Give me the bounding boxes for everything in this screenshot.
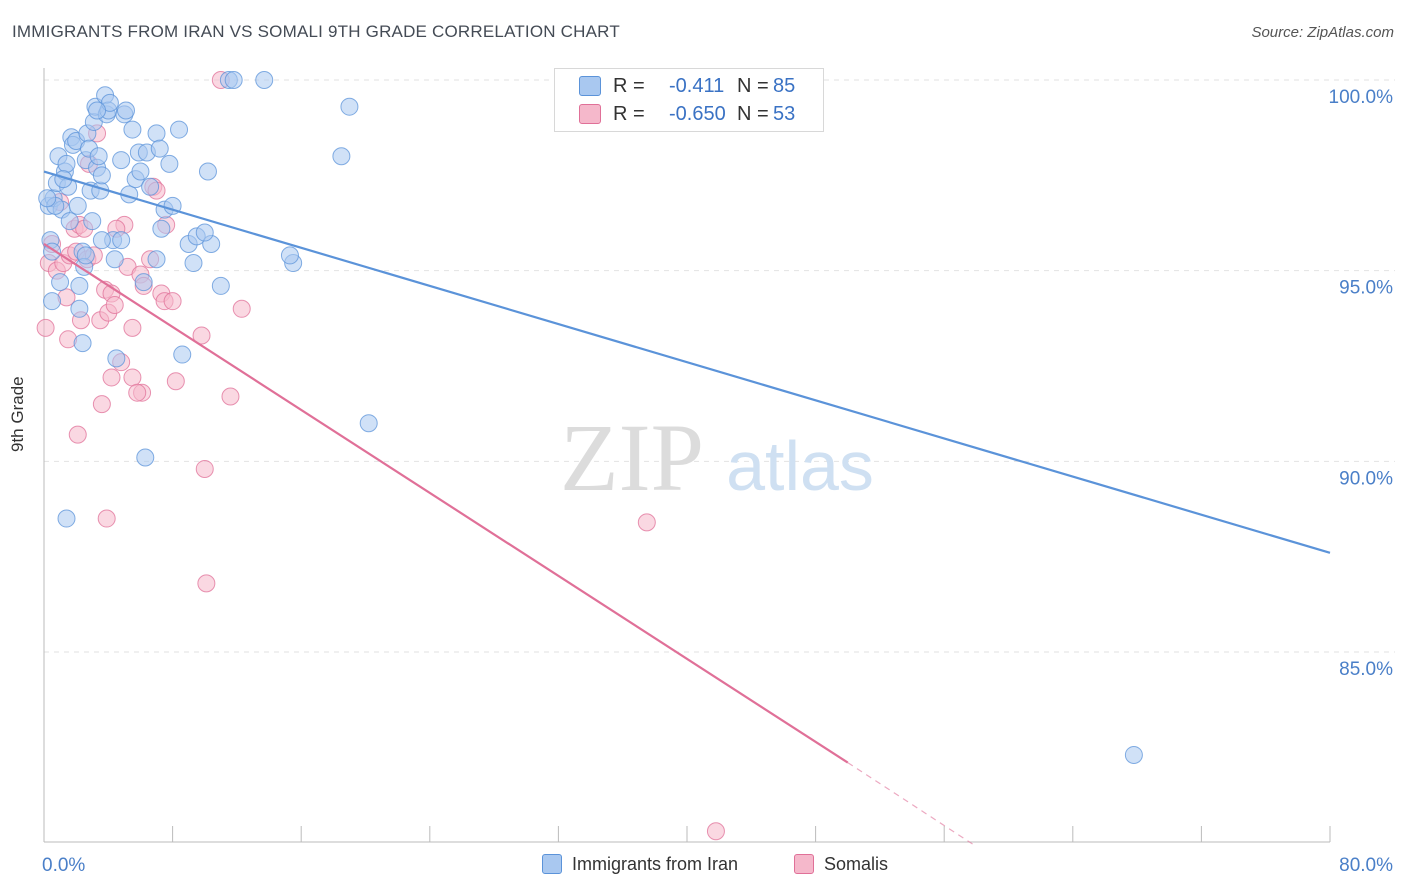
legend-item-iran[interactable]: Immigrants from Iran	[542, 852, 738, 876]
point-somalis	[97, 509, 116, 528]
point-somalis	[192, 326, 211, 345]
trend-line-iran	[43, 170, 1331, 554]
y-tick-label: 95.0%	[1339, 278, 1393, 299]
point-somalis	[68, 425, 87, 444]
point-iran	[43, 292, 62, 311]
point-somalis	[197, 574, 216, 593]
point-iran	[173, 345, 192, 364]
gridlines	[44, 79, 1395, 653]
point-iran	[60, 212, 79, 231]
point-somalis	[163, 292, 182, 311]
point-somalis	[102, 368, 121, 387]
point-somalis	[221, 387, 240, 406]
point-iran	[88, 101, 107, 120]
legend-label-somalis: Somalis	[824, 853, 889, 874]
point-somalis	[637, 513, 656, 532]
point-iran	[141, 177, 160, 196]
point-iran	[340, 97, 359, 116]
point-iran	[51, 273, 70, 292]
point-iran	[89, 147, 108, 166]
point-iran	[92, 231, 111, 250]
point-iran	[224, 71, 243, 89]
point-somalis	[92, 395, 111, 414]
point-somalis	[123, 318, 142, 337]
point-iran	[170, 120, 189, 139]
x-tick-label: 80.0%	[1339, 855, 1393, 876]
stats-swatch-iran	[579, 76, 601, 96]
point-iran	[68, 196, 87, 215]
point-iran	[131, 162, 150, 181]
point-somalis	[128, 383, 147, 402]
point-iran	[38, 189, 57, 208]
y-tick-label: 85.0%	[1339, 659, 1393, 680]
trend-lines	[43, 170, 1331, 847]
point-iran	[112, 231, 131, 250]
point-iran	[160, 154, 179, 173]
point-iran	[70, 276, 89, 295]
point-iran	[70, 299, 89, 318]
point-iran	[255, 71, 274, 89]
point-iran	[184, 254, 203, 273]
point-iran	[57, 154, 76, 173]
point-somalis	[105, 295, 124, 314]
point-somalis	[232, 299, 251, 318]
point-somalis	[36, 318, 55, 337]
watermark-atlas: atlas	[726, 427, 874, 505]
y-tick-label: 100.0%	[1329, 87, 1394, 108]
chart-title: IMMIGRANTS FROM IRAN VS SOMALI 9TH GRADE…	[12, 22, 620, 41]
point-iran	[198, 162, 217, 181]
stats-r-label: R =	[613, 74, 645, 97]
tick-labels: 85.0% 90.0% 95.0% 100.0% 0.0% 80.0%	[42, 87, 1393, 876]
point-iran	[92, 166, 111, 185]
point-iran	[152, 219, 171, 238]
point-iran	[57, 509, 76, 528]
point-iran	[105, 250, 124, 269]
point-somalis	[706, 822, 725, 841]
watermark-zip: ZIP	[560, 404, 704, 511]
series-iran-points	[38, 71, 1143, 764]
point-iran	[1124, 745, 1143, 764]
trend-line-somalis-extension	[847, 762, 977, 847]
point-iran	[112, 151, 131, 170]
point-iran	[359, 414, 378, 433]
stats-n-label: N =	[737, 74, 769, 97]
point-iran	[150, 139, 169, 158]
point-iran	[195, 223, 214, 242]
stats-n-label: N =	[737, 102, 769, 125]
x-tick-label: 0.0%	[42, 855, 85, 876]
point-iran	[134, 273, 153, 292]
point-somalis	[123, 368, 142, 387]
trend-line-somalis	[43, 243, 849, 764]
point-iran	[123, 120, 142, 139]
point-iran	[136, 448, 155, 467]
legend-swatch-somalis	[794, 854, 814, 874]
y-tick-label: 90.0%	[1339, 468, 1393, 489]
stats-n-value: 85	[773, 74, 796, 97]
point-iran	[107, 349, 126, 368]
stats-box: R = -0.411 N = 85 R = -0.650 N = 53	[554, 68, 824, 132]
stats-r-value: -0.650	[669, 102, 726, 125]
point-iran	[83, 212, 102, 231]
source-label: Source: ZipAtlas.com	[1251, 24, 1394, 41]
point-iran	[76, 246, 95, 265]
legend-item-somalis[interactable]: Somalis	[794, 852, 888, 876]
stats-r-value: -0.411	[669, 74, 725, 97]
legend-swatch-iran	[542, 854, 562, 874]
point-somalis	[166, 372, 185, 391]
point-iran	[280, 246, 299, 265]
point-iran	[116, 101, 135, 120]
point-iran	[211, 276, 230, 295]
stats-swatch-somalis	[579, 104, 601, 124]
point-iran	[147, 250, 166, 269]
stats-r-label: R =	[613, 102, 645, 125]
point-somalis	[195, 459, 214, 478]
point-iran	[73, 334, 92, 353]
stats-n-value: 53	[773, 102, 796, 125]
legend-label-iran: Immigrants from Iran	[572, 853, 739, 874]
point-iran	[147, 124, 166, 143]
point-iran	[332, 147, 351, 166]
